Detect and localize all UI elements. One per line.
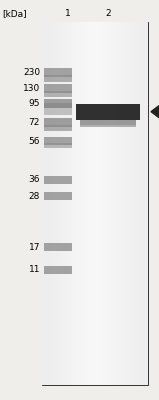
Text: 1: 1 bbox=[65, 10, 71, 18]
Bar bbox=[44, 143, 72, 148]
Bar bbox=[44, 84, 72, 93]
Bar bbox=[44, 90, 72, 96]
Text: 11: 11 bbox=[28, 265, 40, 274]
Text: [kDa]: [kDa] bbox=[2, 10, 27, 18]
Bar bbox=[44, 118, 72, 128]
Text: 36: 36 bbox=[28, 176, 40, 184]
Bar bbox=[44, 103, 72, 115]
Text: 130: 130 bbox=[23, 84, 40, 93]
Bar bbox=[44, 192, 72, 200]
Text: 230: 230 bbox=[23, 68, 40, 76]
Bar bbox=[76, 104, 140, 120]
Text: 17: 17 bbox=[28, 242, 40, 252]
Bar bbox=[44, 266, 72, 274]
Bar bbox=[80, 120, 136, 125]
Bar bbox=[44, 176, 72, 184]
Text: 28: 28 bbox=[29, 192, 40, 201]
Text: 72: 72 bbox=[29, 118, 40, 128]
Bar bbox=[44, 68, 72, 76]
Bar bbox=[44, 243, 72, 251]
Bar bbox=[44, 125, 72, 131]
Bar bbox=[80, 120, 136, 127]
Bar bbox=[44, 75, 72, 82]
Text: 56: 56 bbox=[28, 136, 40, 146]
Bar bbox=[44, 137, 72, 145]
Polygon shape bbox=[151, 106, 159, 118]
Text: 2: 2 bbox=[105, 10, 111, 18]
Bar bbox=[42, 22, 148, 385]
Text: 95: 95 bbox=[28, 99, 40, 108]
Bar bbox=[44, 99, 72, 108]
